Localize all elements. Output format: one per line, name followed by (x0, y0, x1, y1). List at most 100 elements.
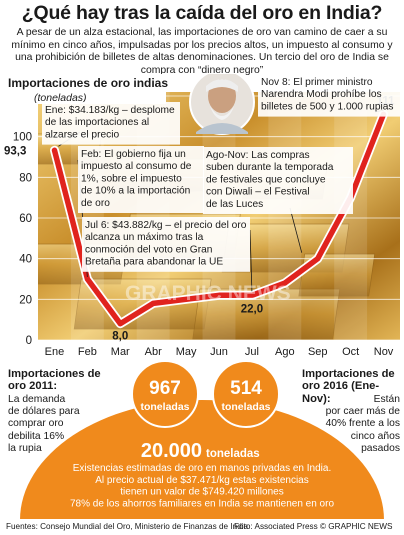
stat-body-line: cinco años (350, 430, 400, 442)
y-tick-label: 40 (19, 254, 32, 266)
annotation-box (258, 74, 401, 117)
stat-right-unit: toneladas (221, 401, 270, 413)
annotation-text: Narendra Modi prohíbe los (261, 89, 382, 100)
annotation-text: alcanza un máximo tras la (85, 232, 204, 243)
stat-right-circle (212, 360, 280, 428)
annotation-text: de oro (81, 198, 110, 209)
chart-title: Importaciones de oro indias (8, 76, 168, 90)
annotation-text: con Diwali – el Festival (206, 187, 310, 198)
stat-right-title: Importaciones de oro 2016 (Ene-Nov): (302, 368, 395, 405)
annotation-text: Ago-Nov: Las compras (206, 150, 310, 161)
x-axis-band (38, 340, 400, 362)
column-stripe (268, 92, 302, 340)
stats-panel: 967 toneladas 514 toneladas 20.000 toneladas E… (20, 360, 384, 520)
series-point (85, 276, 90, 282)
chart-title-box (0, 74, 166, 104)
annotation-text: de las Luces (206, 199, 263, 210)
y-axis-label: (toneladas) (34, 92, 87, 104)
annotation-text: billetes de 500 y 1.000 rupias (261, 101, 394, 112)
page-subtitle: A pesar de un alza estacional, las impor… (11, 27, 393, 76)
data-label: 8,0 (112, 331, 128, 343)
footer: Fuentes: Consejo Mundial del Oro, Minist… (0, 519, 404, 535)
stat-left-circle (131, 360, 199, 428)
stat-body-line: la rupia (8, 442, 42, 454)
annotation-text: Feb: El gobierno fija un (81, 149, 186, 160)
stat-body-line: La demanda (8, 394, 66, 405)
stat-body-line: de dólares para (8, 406, 80, 418)
annotation-leader (289, 207, 303, 253)
annotation-text: Jul 6: $43.882/kg – el precio del oro (85, 220, 247, 231)
stat-right-value: 514 (230, 378, 262, 399)
footer-photo: Foto: Associated Press (234, 522, 318, 531)
annotation-text: de festivales que concluye (206, 174, 326, 185)
x-tick-label: May (176, 346, 197, 358)
x-tick-label: Abr (145, 346, 162, 358)
annotation-text: conmoción del voto en Gran (85, 244, 212, 255)
y-tick-label: 80 (19, 172, 32, 184)
x-tick-label: Sep (308, 346, 328, 358)
annotation-text: Bretaña para abandonar la UE (85, 257, 223, 268)
total-stock-semicircle (20, 400, 384, 520)
data-label: 93,3 (4, 145, 26, 157)
total-description-line: 78% de los ahorros familiares en India s… (70, 498, 334, 509)
portrait-beard (210, 106, 234, 120)
x-tick-label: Ago (275, 346, 295, 358)
x-tick-label: Ene (45, 346, 65, 358)
annotation-text: alzarse el precio (45, 129, 120, 140)
portrait-hair (206, 79, 238, 92)
series-point (52, 148, 57, 153)
total-unit: toneladas (206, 448, 260, 460)
annotation-text: suben durante la temporada (206, 162, 334, 173)
footer-credit: © GRAPHIC NEWS (320, 522, 393, 531)
annotation-box (82, 217, 250, 272)
stat-left-value: 967 (149, 378, 181, 399)
page-title: ¿Qué hay tras la caída del oro en India? (21, 2, 383, 24)
x-tick-label: Nov (374, 346, 394, 358)
series-point (315, 256, 320, 261)
stat-left-unit: toneladas (140, 401, 189, 413)
total-description-line: Existencias estimadas de oro en manos pr… (73, 463, 331, 474)
series-point (282, 280, 288, 286)
annotation-box (42, 102, 180, 145)
x-tick-label: Jul (245, 346, 259, 358)
data-label: 22,0 (241, 303, 263, 315)
stat-body-line: pasados (361, 442, 400, 454)
series-point (118, 321, 123, 326)
annotation-text: de las importaciones al (45, 117, 149, 128)
total-description-line: tienen un valor de $749.420 millones (120, 487, 283, 498)
annotation-text: 1%, sobre el impuesto (81, 173, 182, 184)
series-point (249, 293, 255, 298)
annotation-box (203, 147, 353, 214)
stat-right-body: Están por caer más de 40% frente a los cinc… (296, 394, 400, 455)
series-point (183, 297, 189, 302)
annotation-text: de 10% a la importación (81, 186, 190, 197)
y-axis-margin (0, 74, 38, 364)
annotation-box (78, 146, 204, 213)
annotation-text: impuesto al consumo de (81, 161, 192, 172)
y-tick-label: 100 (13, 132, 32, 144)
annotation-text: Ene: $34.183/kg – desplome (45, 105, 175, 116)
x-tick-label: Jun (210, 346, 228, 358)
series-point (150, 301, 156, 306)
stat-body-line: por caer más de (325, 406, 400, 418)
series-point (216, 293, 222, 298)
annotation-leader (249, 229, 253, 292)
footer-sources: Fuentes: Consejo Mundial del Oro, Minist… (6, 522, 249, 531)
annotation-text: Nov 8: El primer ministro (261, 77, 373, 88)
portrait-photo (189, 74, 255, 135)
stat-left-title: Importaciones de oro 2011: (8, 368, 101, 393)
x-tick-label: Oct (342, 346, 359, 358)
x-tick-label: Mar (111, 346, 130, 358)
portrait-shoulders (196, 123, 248, 134)
stat-body-line: 40% frente a los (325, 418, 400, 430)
stat-body-line: debilita 16% (8, 430, 65, 442)
total-value: 20.000 (141, 440, 202, 462)
y-tick-label: 60 (19, 213, 32, 225)
y-tick-label: 0 (26, 335, 32, 347)
total-description-line: Al precio actual de $37.471/kg estas exi… (95, 475, 308, 486)
x-tick-label: Feb (78, 346, 97, 358)
stat-body-line: comprar oro (8, 418, 64, 430)
y-tick-label: 20 (19, 294, 32, 306)
stat-body-line: Están (373, 394, 400, 405)
